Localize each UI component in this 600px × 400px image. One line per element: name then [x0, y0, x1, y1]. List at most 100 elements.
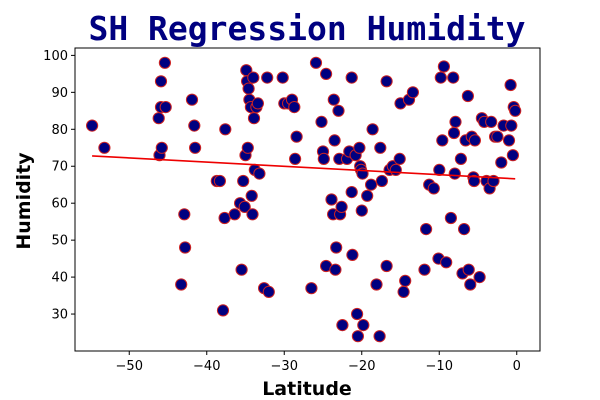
y-tick-label: 60: [51, 197, 68, 212]
data-point-72: [346, 248, 359, 261]
data-point-39: [253, 167, 266, 180]
data-point-124: [468, 174, 481, 188]
data-point-103: [427, 182, 440, 195]
data-point-138: [504, 78, 517, 92]
data-point-42: [262, 285, 275, 298]
data-point-87: [374, 141, 387, 154]
y-tick-label: 50: [51, 234, 68, 249]
data-point-49: [290, 130, 303, 143]
data-point-75: [351, 330, 364, 343]
data-point-41: [261, 71, 274, 84]
data-point-28: [241, 141, 254, 154]
data-point-12: [185, 93, 199, 106]
data-point-11: [179, 241, 192, 254]
chart-title: SH Regression Humidity: [88, 9, 525, 48]
data-point-20: [228, 208, 241, 221]
data-point-18: [218, 211, 231, 225]
points-layer: [86, 56, 522, 343]
data-point-88: [375, 174, 388, 188]
data-point-13: [188, 119, 201, 132]
data-point-33: [246, 208, 259, 221]
data-point-99: [406, 86, 419, 99]
data-point-35: [247, 112, 261, 125]
data-point-94: [393, 152, 406, 165]
y-tick-label: 70: [51, 160, 68, 175]
data-point-47: [288, 101, 301, 114]
data-point-0: [86, 119, 99, 132]
data-point-86: [373, 330, 386, 343]
data-point-48: [289, 152, 302, 165]
data-point-38: [251, 97, 264, 110]
data-point-96: [397, 285, 410, 298]
data-point-85: [370, 278, 383, 291]
data-point-17: [216, 304, 230, 317]
data-point-2: [152, 112, 165, 125]
x-tick-label: −50: [116, 359, 143, 374]
data-point-54: [317, 152, 330, 165]
plot-frame: [74, 47, 541, 352]
data-point-24: [238, 200, 251, 213]
y-tick-label: 100: [43, 49, 68, 64]
data-point-7: [158, 56, 171, 69]
data-point-113: [448, 167, 461, 180]
data-point-29: [242, 82, 255, 95]
x-tick-label: 0: [513, 359, 521, 374]
data-point-4: [154, 75, 168, 88]
data-point-34: [247, 71, 260, 84]
x-axis-label: Latitude: [262, 378, 352, 400]
data-point-10: [178, 208, 191, 221]
data-point-101: [420, 223, 433, 236]
data-point-79: [355, 204, 368, 217]
data-point-111: [447, 71, 460, 84]
data-point-63: [332, 104, 345, 117]
data-point-140: [506, 149, 520, 162]
data-point-6: [155, 141, 168, 154]
y-axis-label: Humidity: [13, 152, 35, 250]
data-point-1: [98, 141, 111, 154]
data-point-74: [351, 307, 364, 321]
data-point-55: [320, 67, 333, 81]
data-point-22: [235, 263, 248, 276]
x-tick-label: −10: [426, 359, 453, 374]
data-point-120: [462, 263, 475, 276]
data-point-107: [436, 134, 449, 147]
data-point-71: [345, 71, 358, 84]
data-point-70: [345, 186, 358, 199]
data-point-32: [245, 189, 258, 202]
data-point-9: [175, 278, 188, 291]
y-tick-label: 90: [51, 86, 68, 101]
data-point-142: [509, 104, 522, 117]
data-point-121: [464, 278, 477, 291]
data-point-83: [365, 178, 378, 191]
data-point-62: [330, 241, 343, 254]
data-point-52: [315, 115, 328, 129]
data-point-110: [444, 211, 457, 225]
data-point-134: [491, 130, 504, 143]
data-point-114: [449, 115, 462, 129]
y-axis: 30 40 50 60 70 80 90 100: [43, 49, 75, 323]
data-point-90: [380, 259, 393, 273]
data-point-60: [328, 134, 341, 147]
data-point-76: [353, 141, 366, 154]
regression-line: [92, 155, 516, 180]
x-axis: −50 −40 −30 −20 −10 0: [116, 351, 521, 374]
data-point-61: [329, 263, 342, 276]
data-point-81: [357, 319, 370, 332]
data-point-16: [213, 174, 226, 188]
data-point-139: [505, 119, 518, 132]
data-point-67: [336, 319, 349, 332]
data-point-23: [237, 174, 250, 188]
x-tick-label: −20: [348, 359, 375, 374]
data-point-59: [327, 93, 340, 106]
x-tick-label: −40: [193, 359, 220, 374]
data-point-126: [473, 271, 486, 284]
y-tick-label: 30: [51, 308, 68, 323]
data-point-93: [389, 163, 402, 176]
data-point-66: [335, 200, 348, 213]
y-tick-label: 40: [51, 271, 68, 286]
data-point-82: [361, 189, 374, 202]
data-point-119: [461, 89, 474, 103]
data-point-19: [219, 123, 232, 136]
data-point-97: [399, 274, 412, 287]
data-point-125: [468, 134, 481, 147]
